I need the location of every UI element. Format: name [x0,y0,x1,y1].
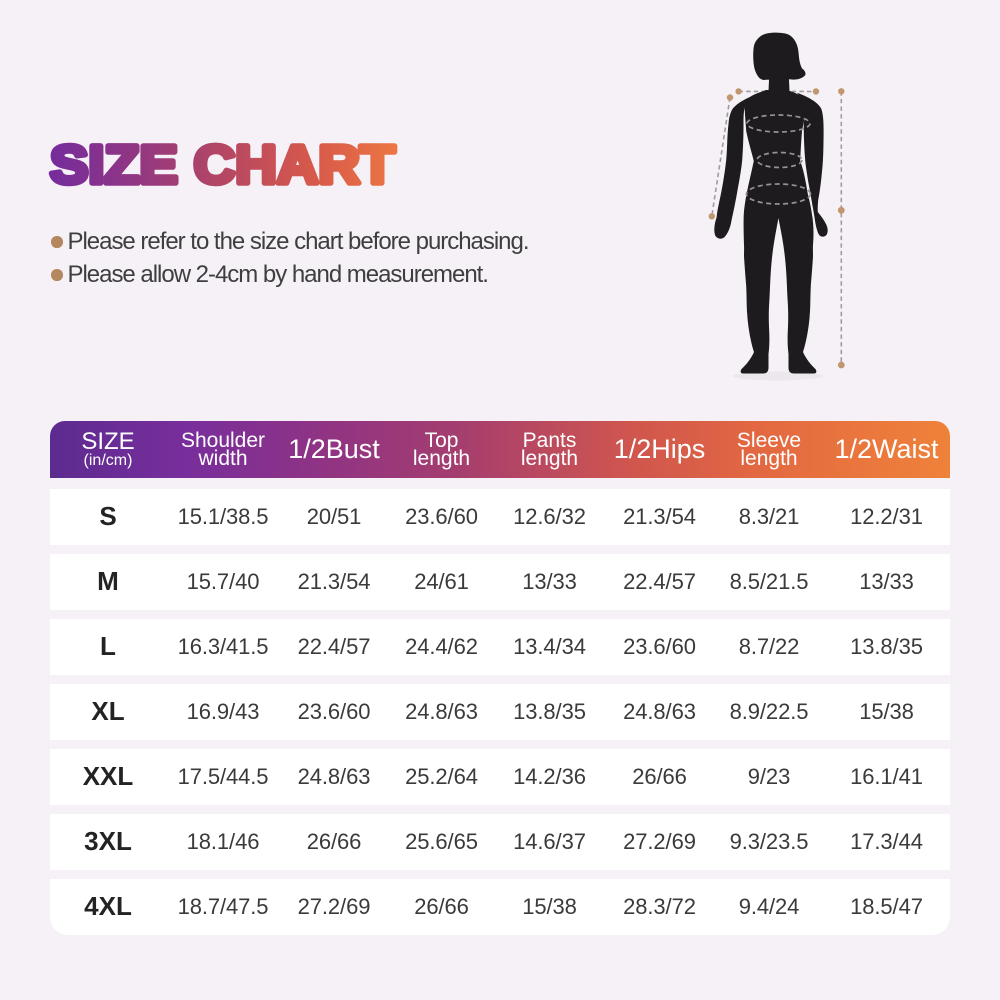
svg-text:SIZE CHART: SIZE CHART [50,135,395,195]
